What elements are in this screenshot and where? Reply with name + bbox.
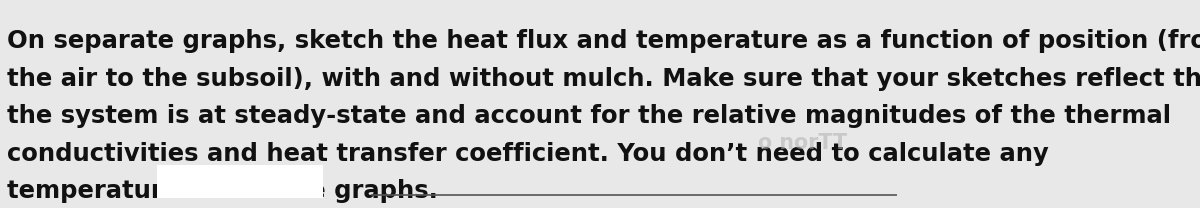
Text: the air to the subsoil), with and without mulch. Make sure that your sketches re: the air to the subsoil), with and withou… bbox=[7, 67, 1200, 91]
Text: conductivities and heat transfer coefficient. You don’t need to calculate any: conductivities and heat transfer coeffic… bbox=[7, 142, 1049, 166]
Text: the system is at steady-state and account for the relative magnitudes of the the: the system is at steady-state and accoun… bbox=[7, 104, 1171, 128]
FancyBboxPatch shape bbox=[157, 165, 323, 198]
Text: temperatures for these graphs.: temperatures for these graphs. bbox=[7, 179, 438, 203]
Text: o norTT: o norTT bbox=[758, 133, 847, 153]
Text: On separate graphs, sketch the heat flux and temperature as a function of positi: On separate graphs, sketch the heat flux… bbox=[7, 29, 1200, 53]
